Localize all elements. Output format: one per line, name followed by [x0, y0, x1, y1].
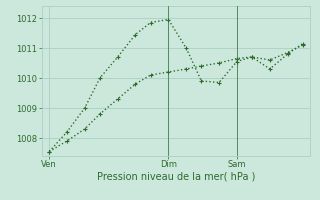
X-axis label: Pression niveau de la mer( hPa ): Pression niveau de la mer( hPa )	[97, 172, 255, 182]
